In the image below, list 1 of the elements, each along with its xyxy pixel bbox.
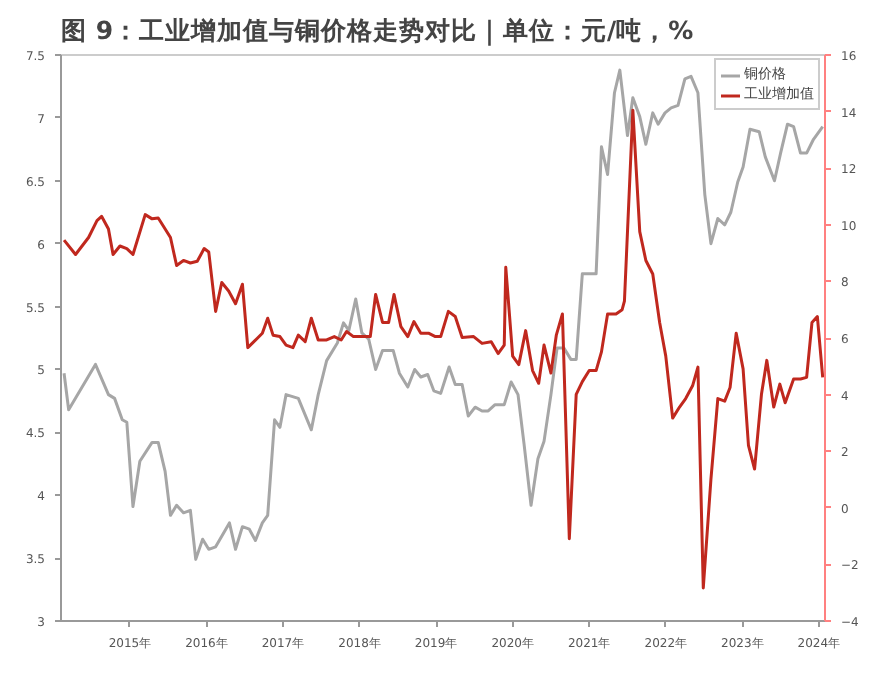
chart-title: 图 9：工业增加值与铜价格走势对比｜单位：元/吨，% [61,15,695,47]
